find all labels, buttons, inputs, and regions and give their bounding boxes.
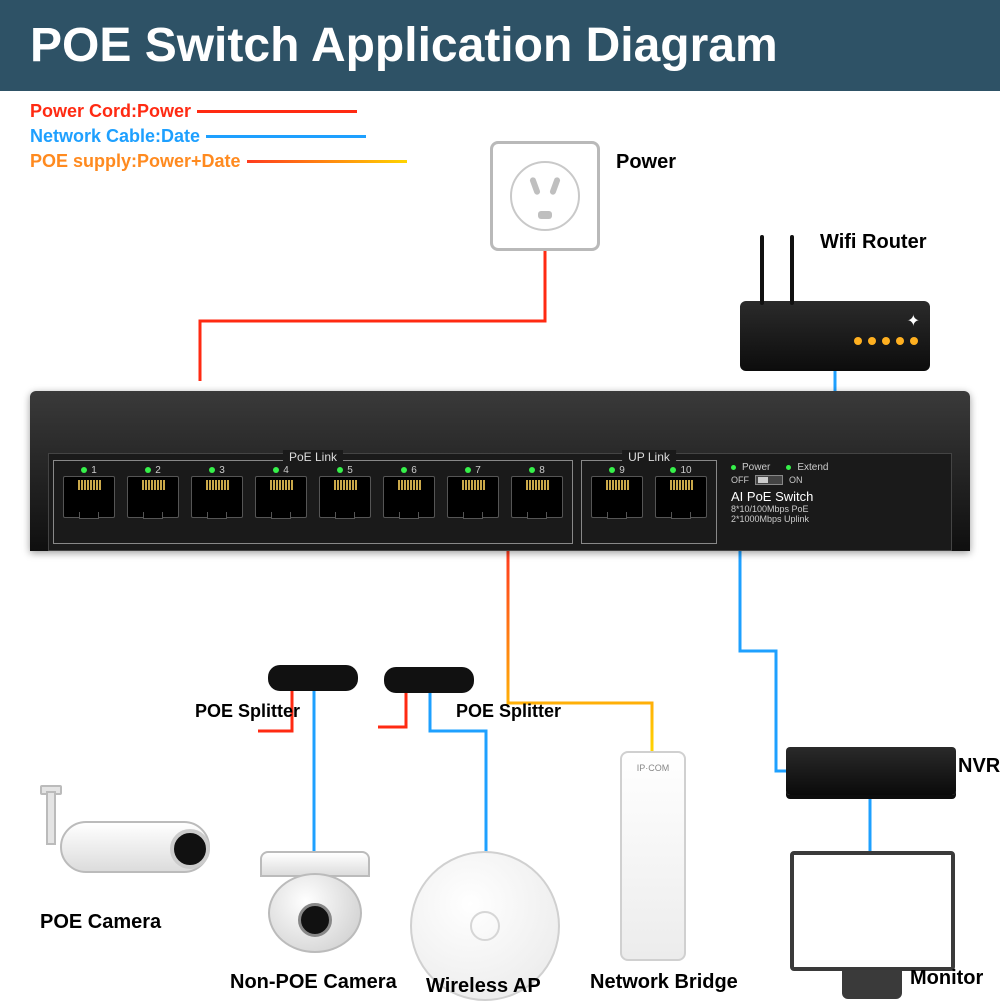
non-poe-camera-label: Non-POE Camera <box>230 971 397 994</box>
switch-spec1: 8*10/100Mbps PoE <box>731 504 941 514</box>
poe-splitter-1-label: POE Splitter <box>195 701 300 722</box>
port-5: 5 <box>316 465 374 518</box>
poe-camera-label: POE Camera <box>40 911 161 934</box>
switch-spec2: 2*1000Mbps Uplink <box>731 514 941 524</box>
wire-switch-nvr <box>740 551 790 771</box>
wire-splitter2-power <box>378 693 406 727</box>
diagram-canvas: Power Cord:Power Network Cable:Date POE … <box>0 91 1000 996</box>
port-7: 7 <box>444 465 502 518</box>
poe-splitter-2-icon <box>384 667 474 693</box>
port-1: 1 <box>60 465 118 518</box>
switch-brand: AI PoE Switch <box>731 489 941 504</box>
legend-power-label: Power Cord:Power <box>30 101 191 122</box>
switch-off-label: OFF <box>731 475 749 485</box>
port-4: 4 <box>252 465 310 518</box>
legend-poe-line <box>247 160 407 163</box>
nvr-label: NVR <box>958 755 1000 778</box>
legend-poe-label: POE supply:Power+Date <box>30 151 241 172</box>
page-title: POE Switch Application Diagram <box>0 0 1000 91</box>
nvr-icon <box>786 747 956 795</box>
wifi-router-icon: ✦ <box>740 301 930 371</box>
poe-splitter-1-icon <box>268 665 358 691</box>
port-group-poe: PoE Link 12345678 <box>53 460 573 544</box>
port-2: 2 <box>124 465 182 518</box>
port-8: 8 <box>508 465 566 518</box>
network-bridge-label: Network Bridge <box>590 971 738 994</box>
poe-switch-icon: PoE Link 12345678 UP Link 910 Power Exte… <box>30 391 970 551</box>
power-label: Power <box>616 151 676 174</box>
power-outlet-icon <box>490 141 600 251</box>
port-group-poe-title: PoE Link <box>283 450 343 464</box>
monitor-label: Monitor <box>910 967 983 990</box>
switch-power-led-label: Power <box>742 462 770 473</box>
network-bridge-icon: IP·COM <box>620 751 686 961</box>
legend-network-label: Network Cable:Date <box>30 126 200 147</box>
switch-on-label: ON <box>789 475 803 485</box>
switch-extend-led-label: Extend <box>797 462 828 473</box>
wireless-ap-label: Wireless AP <box>426 975 541 998</box>
port-6: 6 <box>380 465 438 518</box>
port-9: 9 <box>588 465 646 518</box>
poe-camera-icon <box>40 791 230 901</box>
port-10: 10 <box>652 465 710 518</box>
poe-splitter-2-label: POE Splitter <box>456 701 561 722</box>
switch-mode-slider <box>755 475 783 485</box>
legend-power-line <box>197 110 357 113</box>
legend: Power Cord:Power Network Cable:Date POE … <box>30 101 407 176</box>
legend-network-line <box>206 135 366 138</box>
monitor-stand <box>842 971 902 999</box>
wire-power <box>200 251 545 381</box>
non-poe-camera-icon <box>250 851 380 961</box>
wifi-router-label: Wifi Router <box>820 231 926 254</box>
port-group-uplink-title: UP Link <box>622 450 676 464</box>
monitor-icon <box>790 851 955 971</box>
port-3: 3 <box>188 465 246 518</box>
switch-info-panel: Power Extend OFF ON AI PoE Switch 8*10/10… <box>721 454 951 550</box>
port-group-uplink: UP Link 910 <box>581 460 717 544</box>
